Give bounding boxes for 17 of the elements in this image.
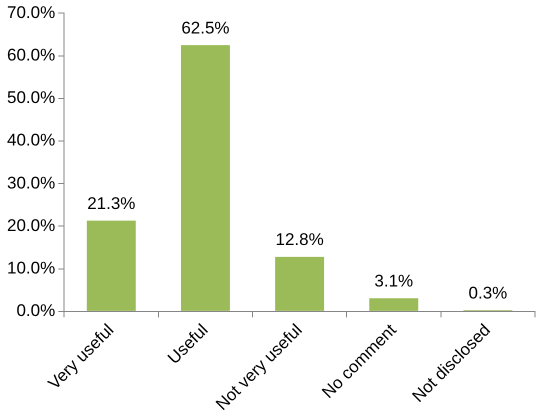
data-label: 12.8% xyxy=(276,230,324,250)
data-label: 0.3% xyxy=(468,283,508,302)
bar xyxy=(86,220,136,311)
data-label: 21.3% xyxy=(87,194,136,213)
y-tick-label: 40.0% xyxy=(7,130,56,150)
bar xyxy=(275,256,324,311)
bar xyxy=(369,298,418,311)
y-tick-label: 70.0% xyxy=(7,2,56,22)
y-tick-label: 60.0% xyxy=(7,45,56,64)
bar xyxy=(180,45,230,311)
y-tick-label: 50.0% xyxy=(7,88,56,108)
data-label: 3.1% xyxy=(374,271,414,290)
y-tick-label: 10.0% xyxy=(7,258,56,278)
y-tick-label: 30.0% xyxy=(7,173,56,192)
y-tick-label: 0.0% xyxy=(16,301,56,320)
data-label: 62.5% xyxy=(181,18,230,38)
y-tick-label: 20.0% xyxy=(7,216,56,235)
